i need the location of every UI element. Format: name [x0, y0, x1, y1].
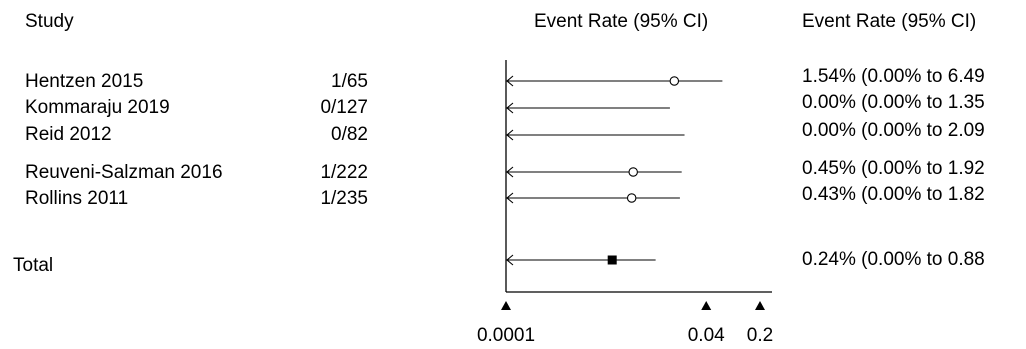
ci-header: Event Rate (95% CI)	[802, 11, 977, 32]
tick-label: 0.04	[688, 325, 725, 346]
study-name: Reuveni-Salzman 2016	[25, 162, 223, 183]
study-events: 1/65	[331, 71, 368, 92]
point-estimate	[628, 167, 638, 177]
ci-arrow	[506, 192, 514, 204]
ci-text: 0.00% (0.00% to 1.35	[802, 92, 985, 113]
summary-estimate	[607, 255, 617, 265]
plot-header: Event Rate (95% CI)	[534, 11, 709, 32]
tick-marker	[501, 301, 511, 310]
study-name: Rollins 2011	[25, 188, 129, 209]
ci-arrow	[506, 254, 514, 266]
study-name: Kommaraju 2019	[25, 97, 170, 118]
ci-text: 0.45% (0.00% to 1.92	[802, 158, 985, 179]
ci-text-total: 0.24% (0.00% to 0.88	[802, 249, 985, 270]
ci-arrow	[506, 102, 514, 114]
study-events: 1/222	[320, 162, 368, 183]
tick-marker	[755, 301, 765, 310]
ci-arrow	[506, 75, 514, 87]
ci-arrow	[506, 166, 514, 178]
ci-text: 0.00% (0.00% to 2.09	[802, 120, 985, 141]
total-label: Total	[13, 255, 54, 276]
study-events: 1/235	[320, 188, 368, 209]
study-events: 0/127	[320, 97, 368, 118]
study-name: Reid 2012	[25, 124, 112, 145]
ci-text: 0.43% (0.00% to 1.82	[802, 184, 985, 205]
study-events: 0/82	[331, 124, 368, 145]
tick-label: 0.0001	[477, 325, 535, 346]
ci-column: Event Rate (95% CI) 1.54% (0.00% to 6.49…	[802, 0, 1026, 349]
point-estimate	[669, 76, 680, 86]
study-header: Study	[25, 11, 74, 32]
ci-text: 1.54% (0.00% to 6.49	[802, 66, 985, 87]
tick-marker	[701, 301, 712, 310]
ci-arrow	[506, 129, 514, 141]
tick-label: 0.2	[747, 325, 773, 346]
point-estimate	[626, 193, 637, 203]
study-name: Hentzen 2015	[25, 71, 144, 92]
